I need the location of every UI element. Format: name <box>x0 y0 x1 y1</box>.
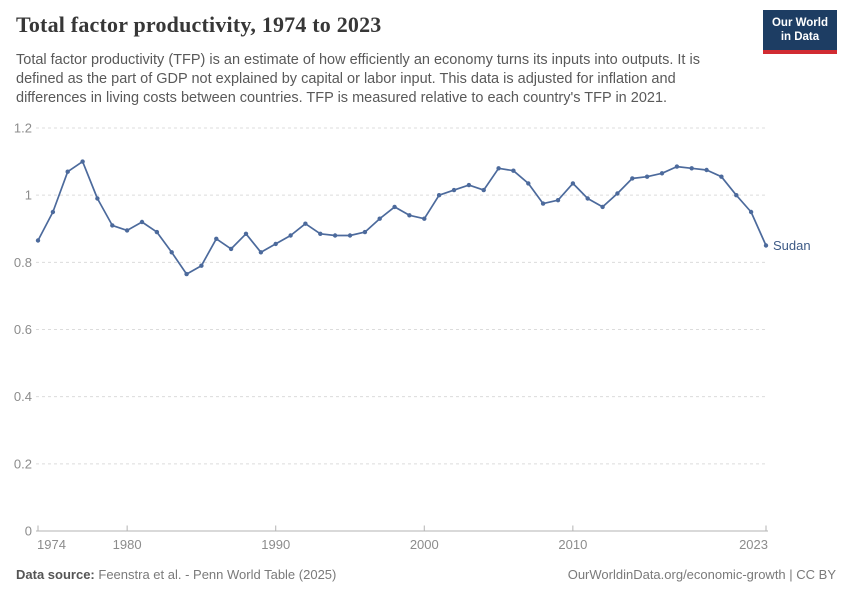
data-source-text: Feenstra et al. - Penn World Table (2025… <box>98 567 337 582</box>
data-point[interactable] <box>526 181 531 186</box>
data-point[interactable] <box>540 201 546 206</box>
x-axis <box>37 525 767 531</box>
data-point[interactable] <box>570 181 576 186</box>
y-axis-labels: 0 0.2 0.4 0.6 0.8 1 1.2 <box>14 121 32 539</box>
x-tick-label: 1974 <box>37 537 66 552</box>
data-point[interactable] <box>407 213 412 218</box>
owid-logo-line1: Our World <box>771 17 828 29</box>
data-point[interactable] <box>169 250 174 255</box>
data-point[interactable] <box>674 164 680 169</box>
data-point[interactable] <box>481 187 486 193</box>
x-axis-labels: 1974 1980 1990 2000 2010 2023 <box>37 537 768 552</box>
owid-logo[interactable]: Our World in Data <box>762 10 837 54</box>
data-point[interactable] <box>154 229 160 235</box>
data-point[interactable] <box>734 193 739 198</box>
data-point[interactable] <box>273 241 278 247</box>
data-point[interactable] <box>585 196 590 201</box>
data-point[interactable] <box>139 219 145 225</box>
data-point[interactable] <box>644 174 650 179</box>
data-point[interactable] <box>763 243 769 248</box>
data-point[interactable] <box>124 228 130 233</box>
y-tick-label: 1 <box>25 188 32 203</box>
y-tick-label: 0.2 <box>14 456 32 471</box>
data-point[interactable] <box>110 223 115 228</box>
x-tick-label: 1990 <box>261 537 290 552</box>
data-point[interactable] <box>214 236 219 241</box>
data-point[interactable] <box>332 233 338 238</box>
owid-logo-line2: in Data <box>780 30 820 43</box>
data-point[interactable] <box>719 174 724 179</box>
data-point[interactable] <box>199 263 204 268</box>
data-point[interactable] <box>630 176 635 181</box>
data-point[interactable] <box>80 159 85 164</box>
data-point[interactable] <box>748 209 754 215</box>
y-gridlines <box>36 127 768 532</box>
data-source-note: Data source: Feenstra et al. - Penn Worl… <box>16 567 336 582</box>
data-point[interactable] <box>318 231 323 236</box>
data-point[interactable] <box>347 233 353 238</box>
data-point[interactable] <box>303 221 308 226</box>
data-point[interactable] <box>689 166 694 171</box>
data-point[interactable] <box>555 198 561 203</box>
data-point[interactable] <box>65 169 70 174</box>
x-tick-label: 1980 <box>113 537 142 552</box>
data-point[interactable] <box>422 216 427 221</box>
data-point[interactable] <box>95 196 100 201</box>
data-point[interactable] <box>288 233 293 238</box>
data-point[interactable] <box>615 191 620 196</box>
data-point[interactable] <box>228 246 234 252</box>
page-title: Total factor productivity, 1974 to 2023 <box>16 12 382 37</box>
chart-subtitle: Total factor productivity (TFP) is an es… <box>16 52 700 106</box>
y-tick-label: 0.6 <box>14 322 32 337</box>
y-tick-label: 0 <box>25 524 32 539</box>
data-point[interactable] <box>243 231 249 236</box>
x-tick-label: 2010 <box>558 537 587 552</box>
license-link[interactable]: OurWorldinData.org/economic-growth | CC … <box>567 567 836 582</box>
data-point[interactable] <box>600 204 605 210</box>
y-tick-label: 1.2 <box>14 121 32 136</box>
data-point[interactable] <box>258 250 264 255</box>
data-point[interactable] <box>496 166 501 171</box>
y-tick-label: 0.4 <box>14 389 32 404</box>
data-point[interactable] <box>436 193 442 198</box>
data-point[interactable] <box>511 168 516 173</box>
data-point[interactable] <box>362 229 368 235</box>
series-label-sudan[interactable]: Sudan <box>773 238 811 253</box>
x-tick-label: 2023 <box>739 537 768 552</box>
data-point[interactable] <box>50 209 56 215</box>
data-point[interactable] <box>451 187 457 193</box>
data-points <box>35 159 769 277</box>
data-point[interactable] <box>184 271 189 277</box>
data-point[interactable] <box>377 216 382 221</box>
data-point[interactable] <box>35 238 41 243</box>
data-point[interactable] <box>704 167 709 173</box>
data-point[interactable] <box>659 171 665 176</box>
data-source-label: Data source: <box>16 567 95 582</box>
tfp-line[interactable] <box>37 160 767 275</box>
data-point[interactable] <box>392 204 397 210</box>
x-tick-label: 2000 <box>410 537 439 552</box>
data-point[interactable] <box>466 182 472 188</box>
y-tick-label: 0.8 <box>14 255 32 270</box>
